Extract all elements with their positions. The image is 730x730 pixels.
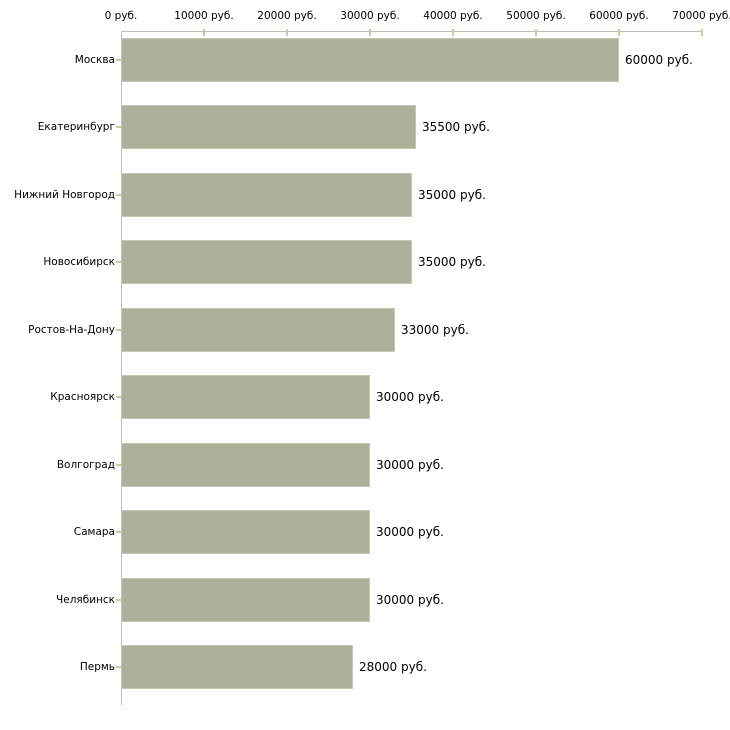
category-label: Нижний Новгород	[14, 188, 115, 201]
value-label: 35500 руб.	[422, 120, 490, 134]
category-tick	[116, 598, 121, 601]
bar	[121, 307, 395, 352]
bar	[121, 510, 370, 554]
bar	[121, 240, 412, 284]
category-tick	[116, 58, 121, 61]
value-label: 30000 руб.	[376, 592, 444, 607]
bar	[121, 105, 416, 149]
value-label: 35000 руб.	[418, 187, 486, 202]
category-label: Пермь	[79, 661, 115, 673]
category-tick	[116, 396, 121, 398]
x-axis-tick	[535, 29, 537, 36]
category-tick	[116, 531, 121, 533]
category-tick	[116, 126, 121, 128]
bar	[121, 375, 370, 419]
x-axis-tick	[701, 29, 703, 36]
bar	[121, 37, 619, 82]
value-label: 30000 руб.	[376, 390, 444, 404]
category-label: Красноярск	[50, 391, 115, 403]
value-label: 35000 руб.	[418, 255, 486, 269]
bar	[121, 577, 370, 622]
x-axis-tick	[369, 29, 371, 36]
category-tick	[116, 193, 121, 196]
value-label: 28000 руб.	[359, 660, 427, 674]
category-tick	[116, 328, 121, 331]
x-axis-tick-label: 30000 руб.	[340, 10, 400, 22]
category-label: Москва	[74, 53, 115, 66]
x-axis-tick	[203, 29, 205, 36]
x-axis-tick-label: 40000 руб.	[423, 10, 483, 22]
x-axis-tick-label: 60000 руб.	[589, 10, 649, 22]
x-axis-tick	[618, 29, 620, 36]
category-label: Челябинск	[56, 593, 115, 606]
x-axis-tick-label: 0 руб.	[104, 10, 138, 22]
bar	[121, 172, 412, 217]
x-axis-line	[121, 31, 703, 32]
x-axis-tick-label: 70000 руб.	[672, 10, 730, 22]
category-tick	[116, 666, 121, 668]
category-tick	[116, 261, 121, 263]
value-label: 60000 руб.	[625, 52, 693, 67]
value-label: 33000 руб.	[401, 322, 469, 337]
category-label: Самара	[73, 526, 115, 538]
value-label: 30000 руб.	[376, 525, 444, 539]
bar	[121, 442, 370, 487]
value-label: 30000 руб.	[376, 457, 444, 472]
category-tick	[116, 463, 121, 466]
category-label: Новосибирск	[43, 256, 115, 268]
y-axis-line	[121, 31, 122, 705]
category-label: Волгоград	[56, 458, 115, 471]
x-axis-tick-label: 50000 руб.	[506, 10, 566, 22]
x-axis-tick-label: 20000 руб.	[257, 10, 317, 22]
bar	[121, 645, 353, 689]
category-label: Екатеринбург	[37, 121, 115, 133]
x-axis-tick	[286, 29, 288, 36]
x-axis-tick	[452, 29, 454, 36]
category-label: Ростов-На-Дону	[28, 323, 115, 336]
x-axis-tick-label: 10000 руб.	[174, 10, 234, 22]
